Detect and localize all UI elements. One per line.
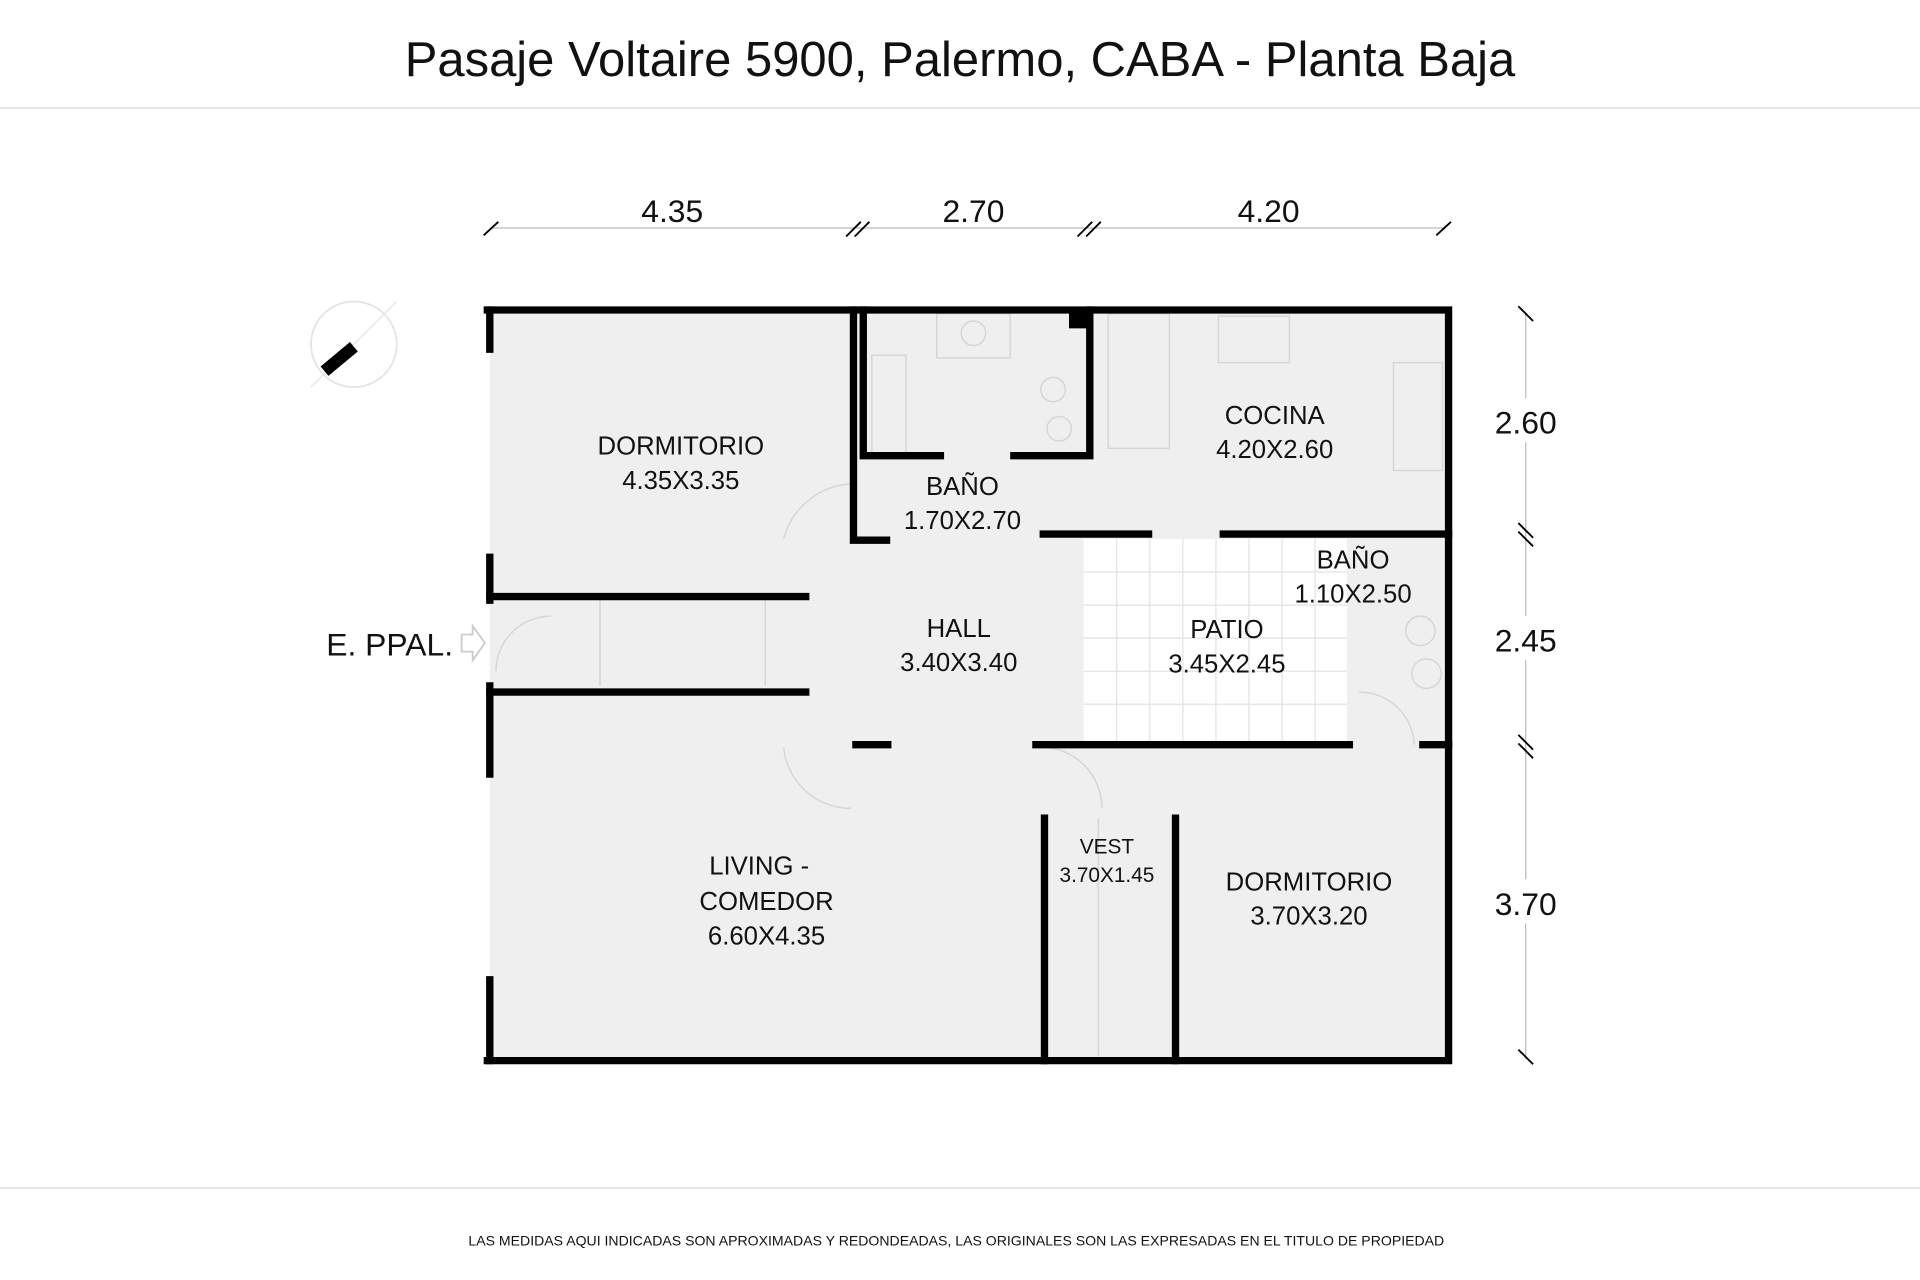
svg-text:VEST: VEST [1080, 836, 1135, 859]
patio-tiles [1083, 538, 1347, 744]
svg-text:DORMITORIO: DORMITORIO [1226, 868, 1393, 896]
room-hall: HALL 3.40X3.40 [900, 615, 1017, 677]
room-dormitorio-2: DORMITORIO 3.70X3.20 [1226, 868, 1393, 930]
top-dimensions: 4.35 2.70 4.20 [483, 193, 1452, 238]
room-bano-1: BAÑO 1.70X2.70 [904, 472, 1021, 535]
svg-text:COCINA: COCINA [1225, 402, 1326, 430]
entrance-arrow-icon [460, 623, 487, 664]
entrance-label: E. PPAL. [326, 626, 453, 662]
svg-text:3.45X2.45: 3.45X2.45 [1168, 650, 1285, 678]
svg-text:HALL: HALL [927, 615, 991, 643]
dimension-label: 2.45 [1495, 623, 1557, 659]
page-title: Pasaje Voltaire 5900, Palermo, CABA - Pl… [405, 33, 1516, 87]
svg-text:DORMITORIO: DORMITORIO [598, 432, 765, 460]
room-bano-2: BAÑO 1.10X2.50 [1294, 545, 1411, 608]
svg-text:4.20X2.60: 4.20X2.60 [1216, 436, 1333, 464]
svg-text:1.70X2.70: 1.70X2.70 [904, 507, 1021, 535]
svg-text:COMEDOR: COMEDOR [699, 888, 833, 916]
svg-text:LIVING -: LIVING - [709, 852, 809, 880]
dimension-label: 4.20 [1238, 193, 1300, 229]
right-dimensions: 2.60 2.45 3.70 [1484, 305, 1570, 1065]
room-dormitorio-1: DORMITORIO 4.35X3.35 [598, 432, 765, 494]
svg-text:3.70X1.45: 3.70X1.45 [1060, 864, 1155, 887]
dimension-label: 2.60 [1495, 405, 1557, 441]
dimension-label: 2.70 [942, 193, 1004, 229]
svg-text:1.10X2.50: 1.10X2.50 [1294, 581, 1411, 609]
room-cocina: COCINA 4.20X2.60 [1216, 402, 1333, 464]
dimension-label: 3.70 [1495, 886, 1557, 922]
fixtures [495, 312, 1444, 1056]
room-vestidor: VEST 3.70X1.45 [1060, 836, 1155, 887]
room-patio: PATIO 3.45X2.45 [1168, 616, 1285, 678]
svg-text:PATIO: PATIO [1190, 616, 1263, 644]
svg-text:4.35X3.35: 4.35X3.35 [622, 467, 739, 495]
svg-text:3.70X3.20: 3.70X3.20 [1250, 903, 1367, 931]
svg-text:BAÑO: BAÑO [926, 472, 999, 501]
walls [483, 306, 1453, 1065]
dimension-label: 4.35 [641, 193, 703, 229]
svg-text:6.60X4.35: 6.60X4.35 [708, 922, 825, 950]
svg-text:3.40X3.40: 3.40X3.40 [900, 649, 1017, 677]
room-living-comedor: LIVING - COMEDOR 6.60X4.35 [699, 852, 833, 950]
disclaimer: LAS MEDIDAS AQUI INDICADAS SON APROXIMAD… [468, 1233, 1444, 1249]
north-arrow-icon [310, 300, 398, 389]
svg-text:BAÑO: BAÑO [1317, 545, 1390, 574]
